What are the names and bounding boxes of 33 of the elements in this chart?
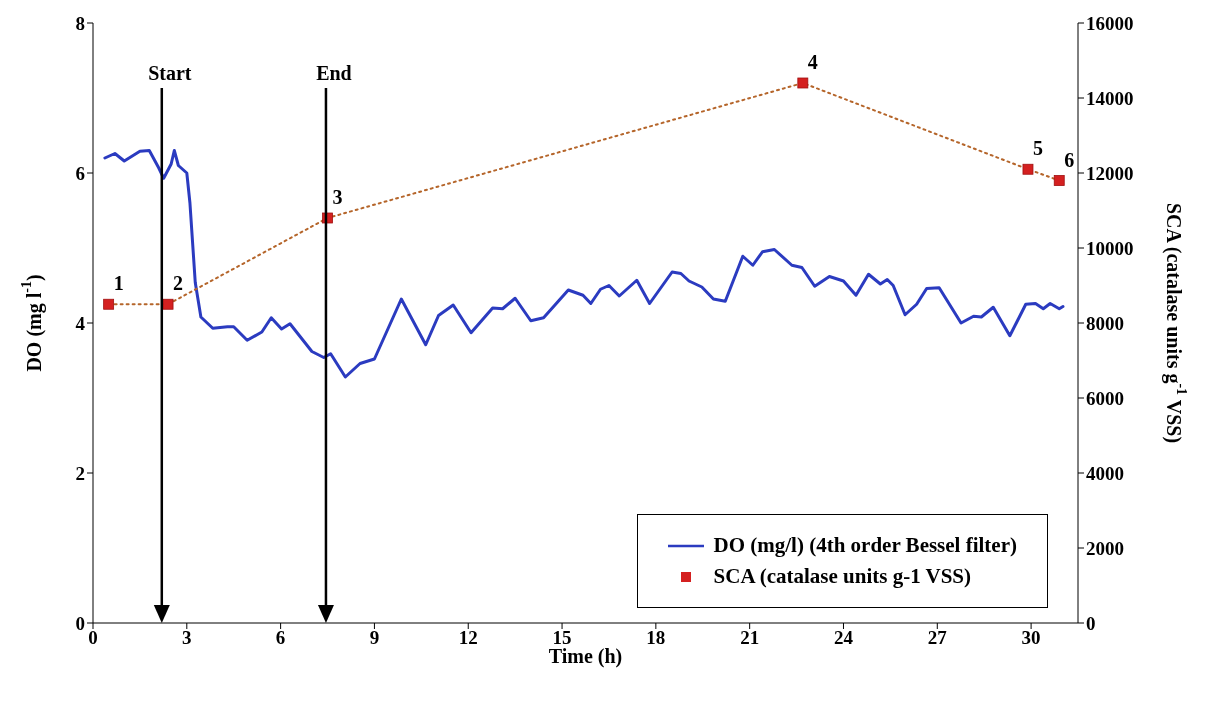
y2-tick-label: 2000 [1086,537,1124,559]
x-tick-label: 24 [833,627,854,649]
x-tick-label: 3 [182,627,192,649]
annotation: 6 [1064,148,1075,171]
y-tick-label: 0 [75,612,85,634]
annotation: 1 [113,272,124,295]
y2-tick-label: 16000 [1086,12,1134,34]
x-tick-label: 21 [740,627,760,649]
y2-tick-label: 14000 [1086,87,1134,109]
y-tick-label: 8 [75,12,85,34]
y-tick-label: 6 [75,162,85,184]
annotation: 2 [173,272,184,295]
y2-tick-label: 8000 [1086,312,1124,334]
y2-tick-label: 10000 [1086,237,1134,259]
y2-tick-label: 4000 [1086,462,1124,484]
annotation: 3 [332,186,343,208]
ref-line-label: End [316,62,352,84]
y2-tick-label: 0 [1086,612,1096,634]
x-tick-label: 6 [275,627,286,649]
x-tick-label: 27 [927,627,948,649]
ref-line-label: Start [148,62,192,84]
y-tick-label: 4 [75,312,86,334]
annotation: 4 [807,51,818,73]
y2-tick-label: 6000 [1086,387,1124,409]
legend-label: SCA (catalase units g-1 VSS) [713,564,972,589]
x-tick-label: 30 [1021,627,1041,649]
y-tick-label: 2 [75,462,85,484]
annotation: 5 [1032,137,1043,160]
x-tick-label: 9 [369,627,380,649]
y2-tick-label: 12000 [1086,162,1134,184]
x-tick-label: 18 [646,627,666,649]
legend-label: DO (mg/l) (4th order Bessel filter) [713,533,1017,558]
x-tick-label: 12 [458,627,478,649]
